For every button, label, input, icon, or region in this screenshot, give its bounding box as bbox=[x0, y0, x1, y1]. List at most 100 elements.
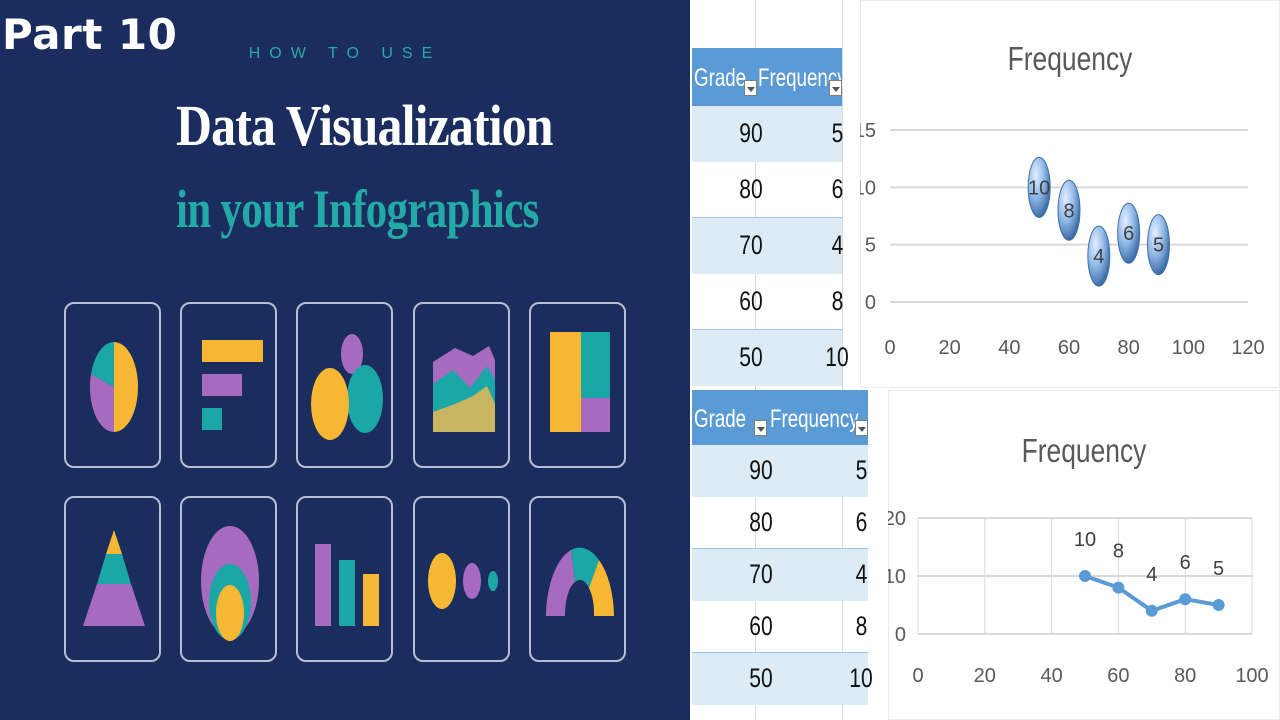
grade-cell: 80 bbox=[749, 507, 773, 537]
nested-circles-icon bbox=[180, 496, 277, 662]
filter-dropdown-icon[interactable] bbox=[744, 80, 757, 96]
table-header: Grade Frequency bbox=[692, 48, 847, 106]
grade-cell: 90 bbox=[749, 455, 773, 485]
grade-cell: 60 bbox=[749, 611, 773, 641]
dot-chart-icon bbox=[413, 496, 510, 662]
filter-dropdown-icon[interactable] bbox=[829, 80, 842, 96]
frequency-cell: 6 bbox=[831, 174, 844, 204]
frequency-cell: 6 bbox=[855, 507, 868, 537]
data-point[interactable] bbox=[1087, 225, 1111, 287]
table-row[interactable]: 50 10 bbox=[692, 330, 849, 386]
data-label: 4 bbox=[1093, 246, 1104, 268]
x-tick-label: 0 bbox=[884, 337, 895, 359]
column-header-frequency: Frequency bbox=[770, 405, 859, 433]
data-point[interactable] bbox=[1079, 570, 1091, 582]
data-label: 6 bbox=[1123, 223, 1134, 245]
x-tick-label: 80 bbox=[1118, 337, 1140, 359]
part-badge: Part 10 bbox=[2, 10, 178, 59]
frequency-cell: 10 bbox=[849, 663, 873, 693]
data-label: 10 bbox=[1028, 177, 1050, 199]
data-label: 10 bbox=[1074, 529, 1096, 551]
data-label: 8 bbox=[1113, 541, 1124, 563]
data-point[interactable] bbox=[1212, 599, 1225, 611]
table-header: Grade Frequency bbox=[692, 390, 868, 445]
column-header-grade: Grade bbox=[694, 405, 747, 433]
grade-cell: 70 bbox=[739, 230, 763, 260]
spreadsheet-area: Grade Frequency 90 5 80 6 70 4 60 8 50 1… bbox=[690, 0, 1280, 720]
column-chart-icon bbox=[296, 496, 393, 662]
chart-title: Frequency bbox=[1022, 433, 1147, 469]
data-point[interactable] bbox=[1117, 202, 1141, 264]
bar-chart-icon bbox=[180, 302, 277, 468]
frequency-cell: 8 bbox=[855, 611, 868, 641]
subtitle: in your Infographics bbox=[176, 179, 539, 239]
y-tick-label: 10 bbox=[860, 177, 876, 199]
data-point[interactable] bbox=[1145, 604, 1158, 617]
table-row[interactable]: 70 4 bbox=[692, 549, 868, 601]
filter-dropdown-icon[interactable] bbox=[855, 420, 868, 436]
table-row[interactable]: 50 10 bbox=[692, 653, 873, 705]
data-label: 4 bbox=[1146, 564, 1157, 586]
semi-donut-icon bbox=[529, 496, 626, 662]
frequency-cell: 5 bbox=[831, 118, 844, 148]
table-row[interactable]: 60 8 bbox=[692, 601, 868, 653]
data-point[interactable] bbox=[1027, 156, 1051, 218]
y-tick-label: 20 bbox=[888, 508, 906, 530]
frequency-cell: 8 bbox=[831, 286, 844, 316]
x-tick-label: 40 bbox=[998, 337, 1020, 359]
main-title: Data Visualization bbox=[176, 93, 554, 158]
x-tick-label: 60 bbox=[1058, 337, 1080, 359]
frequency-table-2: Grade Frequency 90 5 80 6 70 4 60 8 50 1… bbox=[692, 390, 873, 720]
y-tick-label: 10 bbox=[888, 566, 906, 588]
table-row[interactable]: 70 4 bbox=[692, 218, 844, 274]
kicker-text: HOW TO USE bbox=[0, 45, 690, 63]
x-tick-label: 80 bbox=[1174, 665, 1196, 687]
data-label: 5 bbox=[1213, 558, 1224, 580]
x-tick-label: 40 bbox=[1040, 665, 1062, 687]
y-tick-label: 5 bbox=[865, 235, 876, 257]
pyramid-icon bbox=[64, 496, 161, 662]
data-label: 8 bbox=[1063, 200, 1074, 222]
x-tick-label: 20 bbox=[939, 337, 961, 359]
x-tick-label: 100 bbox=[1235, 665, 1268, 687]
data-label: 6 bbox=[1180, 552, 1191, 574]
grade-cell: 80 bbox=[739, 174, 763, 204]
data-point[interactable] bbox=[1179, 593, 1192, 606]
y-tick-label: 0 bbox=[865, 292, 876, 314]
x-tick-label: 60 bbox=[1107, 665, 1129, 687]
frequency-cell: 4 bbox=[831, 230, 844, 260]
pie-chart-icon bbox=[64, 302, 161, 468]
grade-cell: 90 bbox=[739, 118, 763, 148]
area-chart-icon bbox=[413, 302, 510, 468]
frequency-cell: 4 bbox=[855, 559, 868, 589]
data-label: 5 bbox=[1153, 235, 1164, 257]
y-tick-label: 15 bbox=[860, 120, 876, 142]
bubble-chart-icon bbox=[296, 302, 393, 468]
treemap-icon bbox=[529, 302, 626, 468]
data-point[interactable] bbox=[1147, 214, 1170, 276]
table-row[interactable]: 90 5 bbox=[692, 106, 844, 162]
grade-cell: 50 bbox=[739, 342, 763, 372]
chart-title: Frequency bbox=[1008, 41, 1133, 77]
filter-dropdown-icon[interactable] bbox=[754, 420, 767, 436]
x-tick-label: 100 bbox=[1172, 337, 1205, 359]
data-point[interactable] bbox=[1112, 581, 1125, 594]
data-point[interactable] bbox=[1057, 179, 1081, 241]
infographic-panel: Part 10 HOW TO USE Data Visualization in… bbox=[0, 0, 690, 720]
table-row[interactable]: 80 6 bbox=[692, 162, 844, 218]
line-chart[interactable]: Frequency 0 10 20 0 20 40 60 80 100 10 84 6 5 bbox=[888, 390, 1280, 720]
y-tick-label: 0 bbox=[895, 624, 906, 646]
table-row[interactable]: 90 5 bbox=[692, 445, 868, 497]
grade-cell: 70 bbox=[749, 559, 773, 589]
x-tick-label: 20 bbox=[974, 665, 996, 687]
grade-cell: 50 bbox=[749, 663, 773, 693]
table-row[interactable]: 80 6 bbox=[692, 497, 868, 549]
table-row[interactable]: 60 8 bbox=[692, 274, 844, 330]
grade-cell: 60 bbox=[739, 286, 763, 316]
x-tick-label: 120 bbox=[1231, 337, 1264, 359]
frequency-cell: 5 bbox=[855, 455, 868, 485]
kicker-label: HOW TO USE bbox=[248, 45, 442, 62]
frequency-cell: 10 bbox=[825, 342, 849, 372]
x-tick-label: 0 bbox=[912, 665, 923, 687]
